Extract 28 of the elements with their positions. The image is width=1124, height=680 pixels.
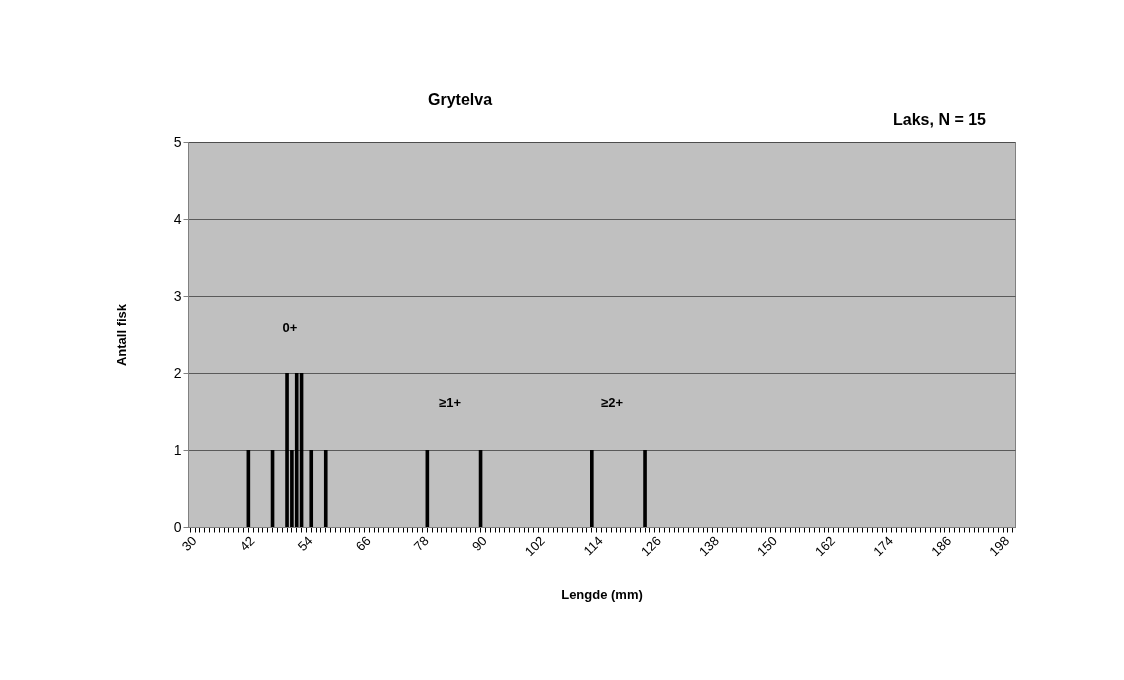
- chart-title: Grytelva: [427, 91, 493, 108]
- x-axis-title: Lengde (mm): [561, 587, 643, 603]
- annotation: 0+: [282, 320, 298, 335]
- x-tick-label: 78: [410, 533, 432, 554]
- x-tick-label: 114: [580, 533, 606, 559]
- y-tick-label: 5: [173, 133, 182, 150]
- x-tick-label: 54: [294, 533, 316, 554]
- x-tick-label: 198: [986, 533, 1013, 560]
- y-axis-title: Antall fisk: [113, 303, 129, 367]
- x-tick-label: 42: [236, 533, 258, 554]
- x-tick-label: 162: [812, 533, 839, 560]
- y-tick-label: 1: [173, 441, 182, 458]
- y-tick-label: 3: [173, 287, 182, 304]
- x-tick-label: 138: [696, 533, 722, 560]
- x-tick-label: 186: [928, 533, 955, 560]
- x-tick-label: 126: [637, 533, 664, 560]
- chart-subtitle: Laks, N = 15: [893, 111, 987, 128]
- x-tick-label: 102: [521, 533, 548, 560]
- annotation: ≥2+: [601, 395, 624, 410]
- x-tick-label: 174: [870, 533, 897, 560]
- annotation: ≥1+: [439, 395, 462, 410]
- y-tick-label: 2: [173, 364, 182, 381]
- x-tick-label: 30: [178, 533, 200, 554]
- y-tick-label: 0: [173, 518, 182, 535]
- x-tick-label: 90: [468, 533, 490, 554]
- y-tick-label: 4: [173, 210, 182, 227]
- x-tick-label: 66: [352, 533, 374, 554]
- x-tick-label: 150: [754, 533, 781, 560]
